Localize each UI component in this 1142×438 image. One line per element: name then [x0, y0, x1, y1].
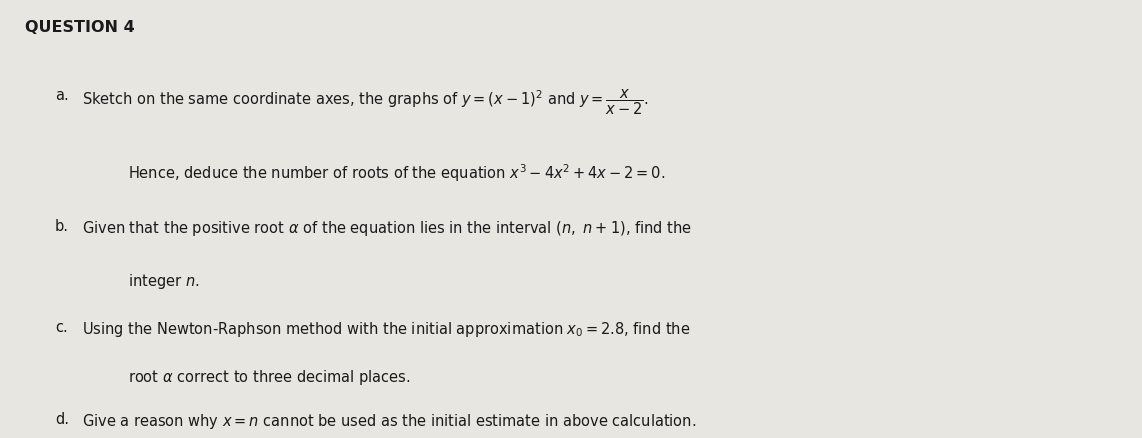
- Text: QUESTION 4: QUESTION 4: [25, 20, 135, 35]
- Text: d.: d.: [55, 412, 69, 427]
- Text: root $\alpha$ correct to three decimal places.: root $\alpha$ correct to three decimal p…: [128, 368, 410, 387]
- Text: b.: b.: [55, 219, 69, 234]
- Text: a.: a.: [55, 88, 69, 102]
- Text: Sketch on the same coordinate axes, the graphs of $y=(x-1)^2$ and $y=\dfrac{x}{x: Sketch on the same coordinate axes, the …: [82, 88, 649, 117]
- Text: Given that the positive root $\alpha$ of the equation lies in the interval $(n,\: Given that the positive root $\alpha$ of…: [82, 219, 692, 238]
- Text: c.: c.: [55, 320, 67, 335]
- Text: Hence, deduce the number of roots of the equation $x^3-4x^2+4x-2=0$.: Hence, deduce the number of roots of the…: [128, 162, 665, 184]
- Text: integer $n$.: integer $n$.: [128, 272, 200, 290]
- Text: Give a reason why $x=n$ cannot be used as the initial estimate in above calculat: Give a reason why $x=n$ cannot be used a…: [82, 412, 697, 431]
- Text: Using the Newton-Raphson method with the initial approximation $x_0=2.8$, find t: Using the Newton-Raphson method with the…: [82, 320, 691, 339]
